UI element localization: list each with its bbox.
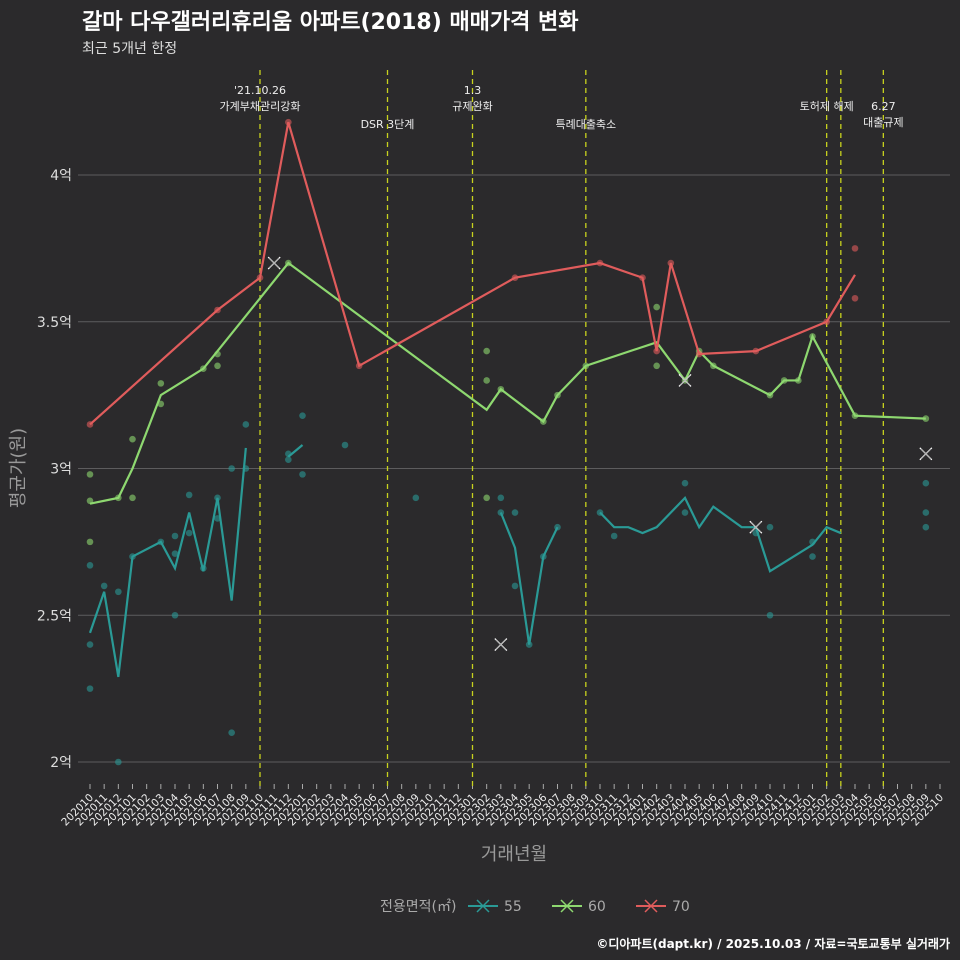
data-point-55 bbox=[497, 494, 505, 502]
event-label: 가계부채관리강화 bbox=[220, 100, 301, 113]
data-point-55 bbox=[610, 532, 618, 540]
series-line-70 bbox=[89, 121, 856, 426]
data-point-60 bbox=[483, 347, 490, 355]
data-point-55 bbox=[412, 494, 420, 502]
data-point-60 bbox=[157, 380, 165, 387]
data-point-55 bbox=[922, 509, 930, 516]
legend-label: 60 bbox=[588, 899, 606, 915]
data-point-55 bbox=[228, 729, 235, 736]
legend-label: 70 bbox=[672, 899, 690, 915]
data-point-55 bbox=[185, 491, 193, 499]
x-marker-outline bbox=[495, 639, 507, 650]
data-point-55 bbox=[115, 758, 122, 766]
series-line-55 bbox=[287, 444, 304, 458]
chart-title: 갈마 다우갤러리휴리움 아파트(2018) 매매가격 변화 bbox=[82, 10, 579, 35]
series-line-55 bbox=[88, 447, 247, 678]
source-caption: ©디아파트(dapt.kr) / 2025.10.03 / 자료=국토교통부 실… bbox=[596, 937, 950, 951]
series-line-55 bbox=[599, 495, 842, 573]
data-point-55 bbox=[171, 550, 179, 557]
legend-item-55: 55 bbox=[468, 899, 522, 915]
data-point-55 bbox=[228, 465, 235, 472]
y-tick-label: 3.5억 bbox=[37, 315, 72, 331]
x-marker-outline bbox=[920, 448, 932, 460]
data-point-60 bbox=[214, 362, 221, 370]
event-label: 규제완화 bbox=[452, 100, 492, 113]
event-label: 대출규제 bbox=[863, 116, 903, 129]
data-point-55 bbox=[511, 582, 519, 590]
legend-item-60: 60 bbox=[552, 899, 606, 915]
data-point-55 bbox=[766, 611, 774, 619]
legend-x-icon bbox=[476, 899, 490, 913]
data-point-55 bbox=[681, 479, 689, 487]
event-label: '21.10.26 bbox=[234, 84, 286, 97]
event-label: 특례대출축소 bbox=[555, 118, 616, 131]
data-point-60 bbox=[129, 435, 136, 443]
data-point-55 bbox=[86, 641, 94, 648]
data-point-55 bbox=[681, 509, 689, 516]
data-point-55 bbox=[171, 532, 179, 540]
data-point-55 bbox=[922, 523, 930, 531]
data-point-55 bbox=[285, 456, 292, 463]
data-point-55 bbox=[86, 685, 94, 692]
series-line-60 bbox=[89, 261, 926, 505]
data-point-60 bbox=[483, 494, 490, 502]
y-tick-label: 2억 bbox=[50, 755, 72, 771]
data-point-60 bbox=[653, 362, 660, 370]
data-point-60 bbox=[922, 415, 930, 422]
data-point-70 bbox=[851, 245, 859, 252]
legend-item-70: 70 bbox=[636, 899, 690, 915]
legend-x-icon bbox=[644, 899, 658, 913]
x-axis-title: 거래년월 bbox=[481, 844, 547, 865]
data-point-55 bbox=[242, 421, 250, 428]
data-point-55 bbox=[766, 523, 774, 531]
legend-label: 55 bbox=[504, 899, 522, 915]
data-point-55 bbox=[86, 562, 94, 569]
x-marker-outline bbox=[268, 257, 280, 269]
data-point-55 bbox=[185, 529, 193, 537]
y-tick-label: 2.5억 bbox=[37, 608, 72, 624]
event-label: 1.3 bbox=[464, 84, 482, 97]
data-point-55 bbox=[922, 479, 930, 487]
x-marker-outline bbox=[750, 521, 762, 533]
y-tick-label: 4억 bbox=[50, 168, 72, 184]
data-point-55 bbox=[299, 471, 306, 478]
data-point-60 bbox=[86, 471, 94, 478]
legend-title: 전용면적(㎡) bbox=[380, 899, 456, 915]
chart-subtitle: 최근 5개년 한정 bbox=[82, 41, 178, 57]
x-marker-outline bbox=[679, 375, 691, 386]
data-point-55 bbox=[511, 509, 519, 516]
data-point-60 bbox=[129, 494, 136, 502]
series-line-55 bbox=[499, 512, 559, 645]
event-label: 토허제 해제 bbox=[800, 99, 854, 113]
data-point-55 bbox=[341, 441, 349, 449]
y-axis-title: 평균가(원) bbox=[8, 428, 29, 508]
event-label: 6.27 bbox=[871, 100, 896, 113]
data-point-60 bbox=[483, 377, 490, 384]
data-point-60 bbox=[653, 303, 660, 311]
data-point-55 bbox=[299, 412, 306, 419]
data-point-55 bbox=[100, 582, 108, 590]
event-label: DSR 3단계 bbox=[361, 118, 415, 131]
data-point-55 bbox=[809, 553, 816, 560]
data-point-55 bbox=[115, 588, 122, 596]
data-point-70 bbox=[851, 294, 859, 302]
legend-x-icon bbox=[560, 899, 574, 913]
y-tick-label: 3억 bbox=[50, 462, 72, 478]
data-point-60 bbox=[86, 538, 94, 546]
data-point-55 bbox=[171, 611, 179, 619]
